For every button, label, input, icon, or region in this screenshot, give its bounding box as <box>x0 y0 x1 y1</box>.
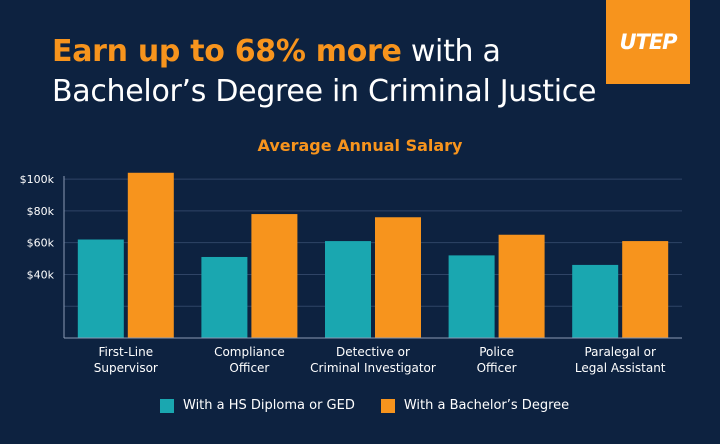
legend-label-bachelor: With a Bachelor’s Degree <box>403 398 570 413</box>
x-category-label: First-Line <box>99 345 154 359</box>
headline: Earn up to 68% more with a Bachelor’s De… <box>52 32 612 112</box>
bar <box>448 255 495 338</box>
x-category-label: Criminal Investigator <box>310 361 436 375</box>
bar <box>201 256 248 338</box>
legend-label-hs: With a HS Diploma or GED <box>183 398 355 413</box>
x-category-label: Officer <box>229 361 269 375</box>
bar <box>375 217 421 338</box>
utep-logo-text: UTEP <box>619 30 677 54</box>
x-category-label: Officer <box>477 361 517 375</box>
y-tick-label: $80k <box>27 205 55 218</box>
bar <box>622 241 669 338</box>
y-tick-label: $60k <box>27 237 55 250</box>
x-category-label: Legal Assistant <box>575 361 666 375</box>
y-tick-label: $40k <box>27 268 55 281</box>
legend-swatch-bachelor <box>380 398 395 413</box>
bar <box>498 234 545 338</box>
x-category-label: Police <box>479 345 514 359</box>
legend-item-bachelor: With a Bachelor’s Degree <box>380 398 570 413</box>
x-category-label: Paralegal or <box>584 345 656 359</box>
headline-line2: Bachelor’s Degree in Criminal Justice <box>52 74 597 109</box>
bar <box>572 264 619 338</box>
x-category-label: Supervisor <box>94 361 158 375</box>
bar <box>77 239 124 338</box>
headline-rest: with a <box>401 34 501 69</box>
bar <box>251 214 298 338</box>
bar <box>325 241 371 338</box>
legend-swatch-hs <box>160 398 174 413</box>
headline-accent: Earn up to 68% more <box>52 34 402 69</box>
legend-item-hs: With a HS Diploma or GED <box>160 398 355 413</box>
chart-legend: With a HS Diploma or GED With a Bachelor… <box>160 398 585 413</box>
y-tick-label: $100k <box>20 173 55 186</box>
bar <box>127 172 174 338</box>
chart-title: Average Annual Salary <box>257 136 463 155</box>
x-category-label: Detective or <box>336 345 410 359</box>
x-category-label: Compliance <box>214 345 285 359</box>
utep-logo: UTEP <box>606 0 690 84</box>
